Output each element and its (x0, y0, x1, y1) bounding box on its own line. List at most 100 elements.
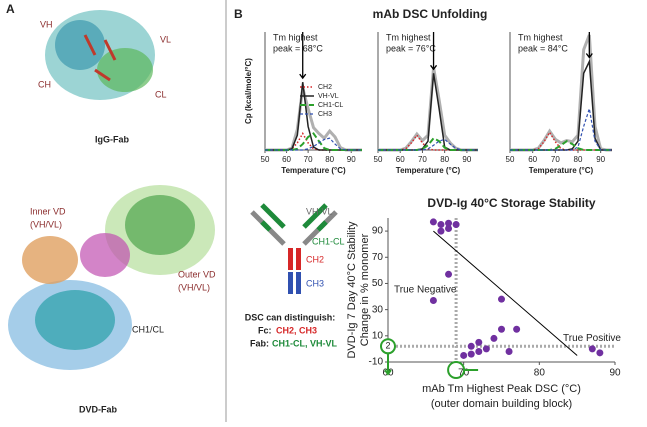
label: Fab: (250, 338, 269, 348)
x-tick-label: 60 (282, 155, 291, 164)
point (445, 219, 453, 227)
point (475, 338, 483, 346)
x-tick-label: 90 (462, 155, 471, 164)
series-line (265, 82, 362, 151)
series-line (510, 108, 612, 151)
label: CH2, CH3 (276, 325, 317, 335)
x-tick-label: 80 (534, 368, 546, 379)
x-tick-label: 80 (440, 155, 449, 164)
y-tick-label: -10 (369, 357, 384, 368)
label: CH1/CL (132, 324, 164, 334)
point (429, 218, 437, 226)
label: VL (160, 34, 171, 44)
point (437, 221, 445, 229)
x-axis-label: Temperature (°C) (396, 166, 461, 175)
label: CH2 (306, 254, 324, 264)
antibody-diagram (250, 203, 338, 294)
annotation: Tm highest (273, 32, 318, 42)
point (596, 349, 604, 357)
series-line (378, 138, 478, 151)
series-line (510, 130, 612, 151)
label: CL (155, 89, 167, 99)
x-tick-label: 80 (325, 155, 334, 164)
x-axis-label: Temperature (°C) (529, 166, 594, 175)
annotation: Tm highest (386, 32, 431, 42)
label: Inner VD (30, 206, 66, 216)
point (490, 334, 498, 342)
x-tick-label: 70 (418, 155, 427, 164)
panel-label: A (6, 2, 15, 16)
label: (VH/VL) (30, 219, 62, 229)
protein-dvd (8, 185, 215, 370)
point (482, 345, 490, 353)
label: (VH/VL) (178, 282, 210, 292)
y-tick-label: 10 (372, 330, 384, 341)
point (498, 325, 505, 333)
point (498, 295, 505, 303)
legend-label: VH-VL (318, 93, 339, 100)
label: DSC can distinguish: (245, 312, 336, 322)
label: CH1-CL (312, 236, 345, 246)
series-line (378, 136, 478, 151)
x-tick-label: 90 (609, 368, 621, 379)
y-axis-label: Cp (kcal/mole/°C) (244, 58, 253, 124)
point (437, 227, 445, 235)
annotation: peak = 68°C (273, 43, 323, 53)
annotation: 2 (385, 341, 390, 351)
point (467, 342, 475, 350)
label: CH3 (306, 278, 324, 288)
caption: IgG-Fab (95, 134, 129, 144)
legend-label: CH2 (318, 84, 332, 91)
y-tick-label: 50 (372, 278, 384, 289)
annotation: True Positive (563, 333, 621, 344)
y-tick-label: 30 (372, 304, 384, 315)
x-tick-label: 50 (261, 155, 270, 164)
label: CH (38, 79, 51, 89)
point (475, 348, 483, 356)
series-line (265, 137, 362, 151)
arrow (384, 353, 479, 376)
x-tick-label: 50 (374, 155, 383, 164)
point (445, 270, 453, 278)
x-tick-label: 60 (396, 155, 405, 164)
trend-line (433, 230, 578, 356)
legend-label: CH1-CL (318, 102, 343, 109)
series-line (265, 132, 362, 151)
y-axis-label: DVD-Ig 7 Day 40°C Stability (346, 221, 358, 359)
y-tick-label: 90 (372, 226, 384, 237)
point (513, 325, 521, 333)
x-axis-label: Temperature (°C) (281, 166, 346, 175)
point (460, 351, 468, 359)
annotation: peak = 76°C (386, 43, 436, 53)
label: CH1-CL, VH-VL (272, 338, 338, 348)
series-line (378, 73, 478, 151)
x-tick-label: 90 (347, 155, 356, 164)
x-axis-label: mAb Tm Highest Peak DSC (°C) (422, 383, 581, 395)
label: Outer VD (178, 269, 216, 279)
x-tick-label: 70 (304, 155, 313, 164)
caption: DVD-Fab (79, 404, 118, 414)
point (467, 350, 475, 358)
point (588, 345, 596, 353)
annotation: True Negative (394, 285, 457, 296)
label: VH (40, 19, 53, 29)
x-tick-label: 60 (528, 155, 537, 164)
arrow (299, 32, 307, 80)
y-axis-label: Change in % monomer (359, 233, 371, 346)
legend-label: CH3 (318, 111, 332, 118)
annotation: peak = 84°C (518, 43, 568, 53)
series-line (265, 87, 362, 152)
label: VH-VL (306, 206, 333, 216)
chart-title: DVD-Ig 40°C Storage Stability (427, 196, 595, 210)
x-axis-label: (outer domain building block) (431, 398, 572, 410)
point (505, 348, 513, 356)
point (429, 296, 437, 304)
point (452, 221, 460, 229)
label: Fc: (258, 325, 272, 335)
panel-label: B (234, 7, 243, 21)
protein-igg (45, 10, 155, 100)
arrow (585, 32, 593, 59)
y-tick-label: 70 (372, 252, 384, 263)
point (445, 224, 453, 232)
